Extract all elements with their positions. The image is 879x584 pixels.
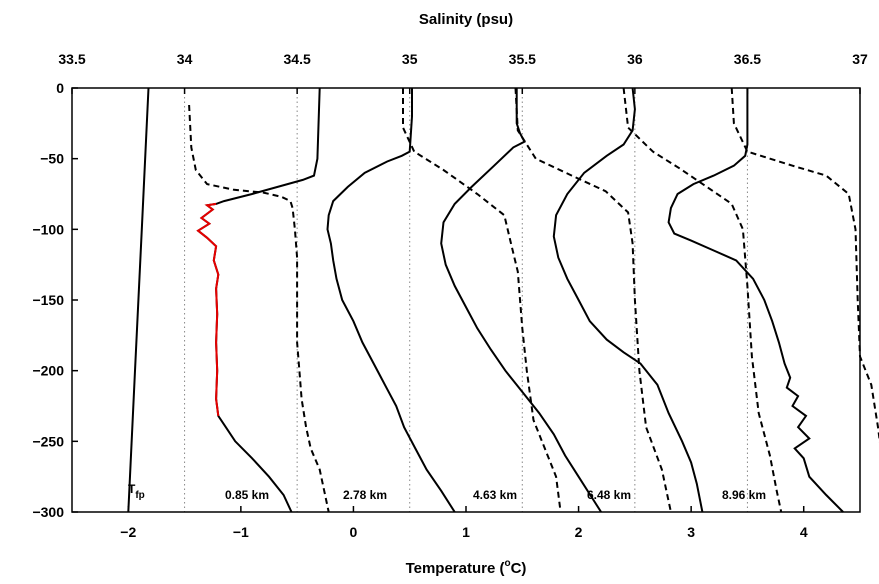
- temperature-tick-label: −2: [120, 524, 136, 540]
- salinity-line: [402, 88, 562, 513]
- temperature-line-highlight: [196, 202, 220, 417]
- salinity-tick-label: 34.5: [284, 51, 311, 67]
- temperature-line: [326, 88, 456, 513]
- freezing-point-label: Tfp: [128, 482, 145, 501]
- salinity-tick-label: 34: [177, 51, 193, 67]
- salinity-tick-label: 35: [402, 51, 418, 67]
- salinity-tick-label: 36.5: [734, 51, 761, 67]
- freezing-point-label-main: T: [128, 482, 136, 496]
- salinity-axis-ticks: 33.5 34 34.5 35 35.5 36 36.5 37: [58, 51, 868, 94]
- profile-label: 8.96 km: [722, 488, 766, 502]
- freezing-point-label-sub: fp: [135, 490, 144, 501]
- profile-label: 0.85 km: [225, 488, 269, 502]
- salinity-tick-label: 35.5: [509, 51, 536, 67]
- salinity-tick-label: 33.5: [58, 51, 85, 67]
- depth-tick-label: −150: [32, 292, 64, 308]
- temperature-axis-ticks: −2 −1 0 1 2 3 4: [120, 506, 808, 540]
- temperature-tick-label: 0: [350, 524, 358, 540]
- depth-tick-label: −250: [32, 433, 64, 449]
- temperature-tick-label: 4: [800, 524, 808, 540]
- salinity-line: [514, 87, 672, 513]
- temperature-axis-title: Temperature (oC): [406, 558, 527, 577]
- salinity-tick-label: 36: [627, 51, 643, 67]
- depth-tick-label: −100: [32, 221, 64, 237]
- depth-tick-label: −50: [40, 151, 64, 167]
- temperature-tick-label: 2: [575, 524, 583, 540]
- depth-tick-label: −200: [32, 363, 64, 379]
- salinity-axis-title: Salinity (psu): [419, 11, 513, 28]
- temperature-tick-label: 1: [462, 524, 470, 540]
- plot-frame: [71, 87, 861, 513]
- freezing-point-line: [127, 87, 150, 513]
- profile-labels: 0.85 km 2.78 km 4.63 km 6.48 km 8.96 km Tfp: [128, 482, 766, 502]
- salinity-line: [730, 87, 879, 443]
- depth-axis-ticks: 0 −50 −100 −150 −200 −250 −300: [32, 80, 78, 520]
- profile-label: 2.78 km: [343, 488, 387, 502]
- temperature-tick-label: 3: [687, 524, 695, 540]
- temperature-line: [667, 88, 844, 513]
- profile-label: 6.48 km: [587, 488, 631, 502]
- temperature-tick-label: −1: [233, 524, 249, 540]
- depth-tick-label: 0: [56, 80, 64, 96]
- temperature-axis-title-main: Temperature (: [406, 560, 505, 577]
- salinity-line: [622, 87, 783, 513]
- temperature-axis-title-unit: C): [511, 560, 527, 577]
- depth-tick-label: −300: [32, 504, 64, 520]
- temperature-line: [440, 88, 602, 513]
- profile-label: 4.63 km: [473, 488, 517, 502]
- salinity-line: [188, 104, 330, 513]
- plot-area: [127, 87, 879, 513]
- temperature-axis-title-sup: o: [504, 558, 510, 569]
- salinity-tick-label: 37: [852, 51, 868, 67]
- temperature-line: [552, 87, 704, 513]
